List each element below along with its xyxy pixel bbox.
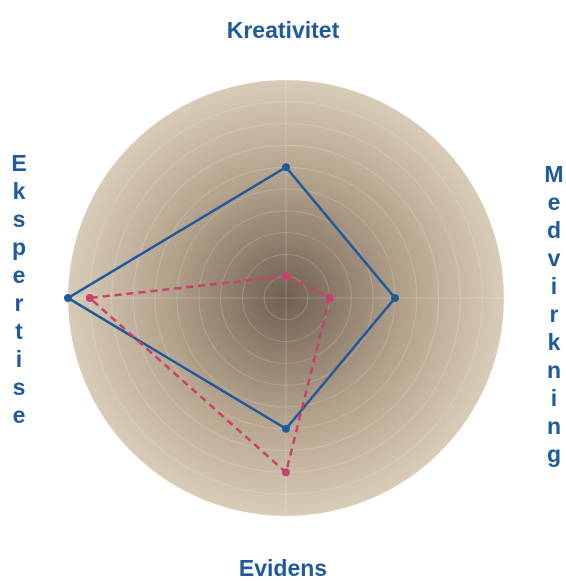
data-point — [282, 468, 290, 477]
data-point — [391, 294, 399, 302]
data-point — [282, 163, 290, 172]
data-point — [325, 294, 334, 302]
data-point — [282, 424, 290, 433]
data-point — [85, 294, 94, 302]
axis-label: Ekspertise — [6, 150, 32, 430]
axis-label: Kreativitet — [226, 17, 340, 43]
axis-label: Evidens — [238, 555, 328, 581]
plot-background — [68, 80, 504, 516]
grid-ring — [132, 144, 440, 452]
grid-ring — [198, 210, 374, 386]
grid-ring — [220, 232, 352, 364]
axis-label: Medvirkning — [541, 161, 566, 469]
data-point — [64, 294, 72, 302]
data-point — [282, 272, 290, 281]
